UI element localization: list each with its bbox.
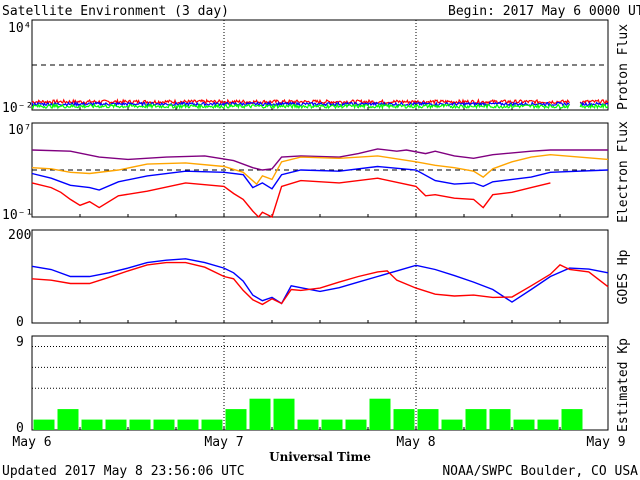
kp-bar: [417, 409, 439, 430]
kp-bar: [225, 409, 247, 430]
electron-series-red: [31, 177, 551, 219]
kp-bar: [297, 419, 319, 430]
electron-series-blue: [31, 165, 609, 191]
kp-bar: [465, 409, 487, 430]
chart-title: Satellite Environment (3 day): [2, 4, 229, 19]
kp-bar: [369, 398, 391, 430]
kp-bar: [513, 419, 535, 430]
kp-ylabel: Estimated Kp: [616, 338, 631, 432]
begin-label: Begin: 2017 May 6 0000 UTC: [448, 4, 640, 19]
proton-series-green: [31, 102, 609, 111]
plot-layer: [31, 64, 609, 430]
kp-bar: [561, 409, 583, 430]
hp-ytick-bottom: 0: [16, 315, 24, 330]
kp-bar: [105, 419, 127, 430]
kp-bar: [345, 419, 367, 430]
xaxis-label: Universal Time: [269, 450, 371, 464]
kp-bar: [489, 409, 511, 430]
proton-ylabel: Proton Flux: [616, 24, 631, 110]
panel-frames: [31, 19, 609, 431]
proton-ytick-top: 10⁴: [8, 21, 31, 36]
xtick-may7: May 7: [204, 435, 243, 450]
electron-ytick-bottom: 10⁻¹: [2, 208, 33, 223]
hp-ytick-top: 200: [8, 228, 31, 243]
xtick-may6: May 6: [12, 435, 51, 450]
kp-bar: [249, 398, 271, 430]
xtick-may9: May 9: [586, 435, 625, 450]
kp-bar: [201, 419, 223, 430]
electron-series-orange: [31, 153, 609, 186]
electron-series-purple: [31, 148, 608, 171]
panel-frame-2: [31, 229, 609, 324]
kp-bar: [393, 409, 415, 430]
electron-ytick-top: 10⁷: [8, 123, 31, 138]
kp-bar: [57, 409, 79, 430]
hp-series-blue: [31, 258, 609, 305]
panel-frame-3: [31, 335, 609, 431]
kp-bar: [153, 419, 175, 430]
kp-ytick-bottom: 0: [16, 421, 24, 436]
kp-bar: [33, 419, 55, 430]
kp-ytick-top: 9: [16, 335, 24, 350]
kp-bar: [441, 419, 463, 430]
hp-series-red: [31, 261, 609, 306]
proton-ytick-bottom: 10⁻²: [2, 101, 33, 116]
kp-bar: [321, 419, 343, 430]
kp-bar: [81, 419, 103, 430]
hp-ylabel: GOES Hp: [616, 249, 631, 304]
kp-bar: [177, 419, 199, 430]
kp-bar: [537, 419, 559, 430]
updated-label: Updated 2017 May 8 23:56:06 UTC: [2, 464, 245, 479]
electron-ylabel: Electron Flux: [616, 121, 631, 223]
credit-label: NOAA/SWPC Boulder, CO USA: [442, 464, 638, 479]
kp-bar: [129, 419, 151, 430]
xtick-may8: May 8: [396, 435, 435, 450]
kp-bar: [273, 398, 295, 430]
